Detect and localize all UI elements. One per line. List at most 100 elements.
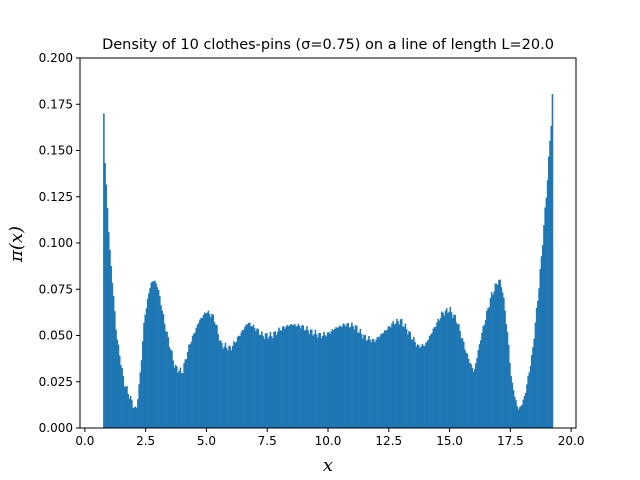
histogram-bar	[319, 332, 322, 428]
histogram-bar	[269, 331, 272, 428]
histogram-bar	[315, 334, 318, 428]
histogram-bar	[111, 282, 114, 428]
histogram-bar	[371, 338, 374, 428]
histogram-bar	[122, 376, 125, 428]
histogram-bar	[410, 339, 413, 428]
histogram-bar	[372, 339, 375, 428]
histogram-bar	[191, 335, 194, 428]
histogram-bar	[267, 338, 269, 428]
histogram-bar	[346, 323, 348, 428]
histogram-bar	[437, 318, 439, 428]
histogram-bar	[499, 279, 501, 428]
x-tick-label: 10.0	[315, 434, 342, 448]
histogram-bar	[291, 325, 294, 428]
plot-frame	[79, 57, 577, 429]
histogram-bar	[284, 328, 286, 428]
histogram-bar	[144, 314, 146, 428]
histogram-bar	[546, 180, 549, 428]
histogram-bar	[236, 336, 239, 428]
histogram-bar	[179, 367, 182, 428]
histogram-bar	[385, 330, 387, 428]
histogram-bar	[498, 279, 500, 428]
histogram-bar	[391, 323, 393, 428]
histogram-bar	[441, 311, 443, 428]
histogram-bar	[295, 326, 297, 428]
histogram-bar	[380, 333, 382, 428]
histogram-bar	[439, 318, 442, 428]
histogram-bar	[107, 232, 110, 428]
histogram-bar	[166, 331, 168, 428]
histogram-bar	[504, 310, 506, 428]
y-tick-label: 0.000	[39, 421, 73, 435]
histogram-bar	[469, 362, 471, 428]
histogram-bar	[515, 400, 517, 428]
histogram-bar	[534, 322, 537, 428]
histogram-bar	[161, 310, 164, 428]
histogram-bar	[453, 314, 455, 428]
histogram-bar	[489, 298, 492, 428]
histogram-bar	[433, 326, 436, 428]
histogram-bar	[248, 322, 251, 428]
histogram-bar	[462, 341, 465, 428]
histogram-bar	[245, 324, 247, 428]
histogram-bar	[145, 308, 148, 428]
histogram-bar	[483, 324, 486, 428]
histogram-bar	[540, 256, 543, 428]
histogram-bar	[174, 364, 177, 428]
y-axis-label: π(x)	[6, 226, 27, 263]
histogram-bar	[177, 372, 179, 428]
histogram-bar	[419, 347, 421, 428]
histogram-bar	[461, 338, 464, 428]
histogram-bar	[379, 336, 381, 428]
histogram-bar	[228, 345, 230, 428]
histogram-bar	[376, 336, 379, 428]
histogram-bar	[189, 344, 191, 428]
histogram-bar	[482, 326, 484, 428]
histogram-bar	[544, 207, 546, 428]
histogram-bar	[221, 342, 223, 428]
histogram-bar	[342, 323, 345, 428]
histogram-bar	[123, 386, 126, 428]
histogram-bar	[190, 341, 193, 428]
histogram-bar	[511, 382, 514, 428]
histogram-bar	[222, 348, 224, 428]
histogram-bar	[211, 313, 213, 428]
histogram-bar	[368, 335, 370, 428]
histogram-bar	[458, 323, 460, 428]
histogram-bar	[476, 358, 478, 428]
histogram-bar	[424, 345, 426, 428]
x-tick-label: 12.5	[375, 434, 402, 448]
histogram-bar	[529, 365, 532, 428]
histogram-bar	[399, 319, 402, 428]
histogram-bar	[520, 406, 522, 428]
histogram-bar	[259, 334, 262, 428]
histogram-bar	[428, 335, 431, 428]
y-tick-label: 0.025	[39, 375, 73, 389]
histogram-bar	[297, 323, 300, 428]
histogram-bar	[444, 310, 447, 428]
histogram-bar	[178, 370, 181, 428]
histogram-bar	[518, 407, 521, 428]
histogram-bar	[541, 245, 544, 428]
histogram-bar	[490, 292, 493, 428]
histogram-bar	[244, 327, 246, 428]
histogram-bar	[387, 326, 390, 428]
histogram-bar	[404, 323, 407, 428]
histogram-bar	[150, 282, 153, 428]
histogram-bar	[400, 318, 403, 428]
histogram-bar	[448, 311, 450, 428]
histogram-bar	[407, 334, 409, 428]
histogram-bar	[157, 290, 160, 428]
histogram-bar	[425, 342, 427, 428]
histogram-bar	[501, 292, 504, 428]
histogram-bar	[317, 337, 319, 428]
histogram-bar	[390, 327, 392, 428]
histogram-bar	[365, 340, 368, 428]
histogram-bar	[487, 308, 489, 428]
histogram-bar	[413, 337, 415, 428]
histogram-bar	[354, 325, 357, 428]
histogram-bar	[465, 352, 467, 428]
histogram-bar	[370, 342, 373, 428]
y-tick-label: 0.175	[39, 97, 73, 111]
histogram-bar	[252, 324, 255, 428]
